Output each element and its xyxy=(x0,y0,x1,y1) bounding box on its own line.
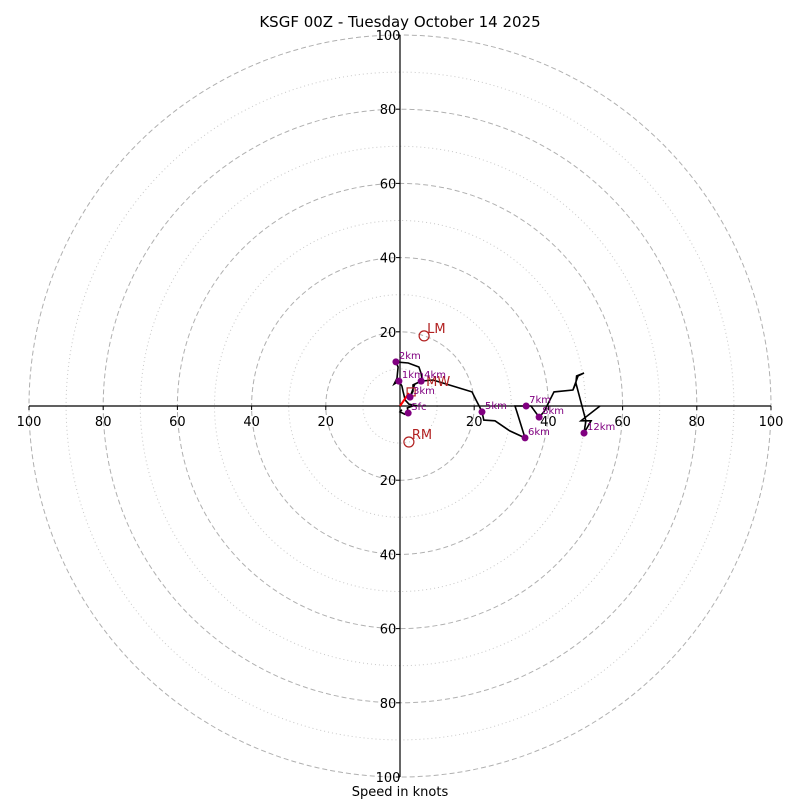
height-marker-label: 7km xyxy=(529,395,551,406)
height-marker-label: Sfc xyxy=(411,402,426,413)
height-marker-label: 12km xyxy=(587,422,615,433)
x-tick-label: 20 xyxy=(466,415,483,430)
x-tick-label: 100 xyxy=(17,415,42,430)
storm-motion-markers: LM RM MW xyxy=(403,322,450,448)
height-marker-dot xyxy=(521,434,529,442)
x-axis-label: Speed in knots xyxy=(352,785,449,800)
height-marker-dot xyxy=(535,413,543,421)
lm-marker xyxy=(418,330,430,342)
trace-line xyxy=(392,360,601,440)
y-tick-label: 20 xyxy=(380,326,397,341)
y-tick-label: 60 xyxy=(380,177,397,192)
lm-label: LM xyxy=(427,322,445,337)
chart-title: KSGF 00Z - Tuesday October 14 2025 xyxy=(259,13,540,31)
height-marker-dot xyxy=(417,377,425,385)
x-tick-label: 100 xyxy=(759,415,784,430)
height-marker-dot xyxy=(395,377,403,385)
height-marker-dot xyxy=(478,408,486,416)
x-tick-label: 20 xyxy=(318,415,335,430)
height-marker-label: 4km xyxy=(424,370,446,381)
height-marker-dot xyxy=(406,393,414,401)
height-marker-label: 3km xyxy=(413,386,435,397)
x-tick-label: 40 xyxy=(540,415,557,430)
x-tick-label: 80 xyxy=(95,415,112,430)
x-tick-label: 40 xyxy=(243,415,260,430)
height-marker-label: 5km xyxy=(485,401,507,412)
rm-label: RM xyxy=(412,428,432,443)
height-marker-label: 1km xyxy=(402,370,424,381)
height-marker-label: 8km xyxy=(542,406,564,417)
y-tick-label: 40 xyxy=(380,252,397,267)
y-tick-label: 60 xyxy=(380,623,397,638)
y-tick-label: 100 xyxy=(376,29,401,44)
tick-labels: 100 80 60 40 20 20 40 60 80 100 100 80 60 40 20 20 40 60 8… xyxy=(17,29,784,786)
x-tick-label: 80 xyxy=(689,415,706,430)
height-marker-dot xyxy=(522,402,530,410)
x-tick-label: 60 xyxy=(614,415,631,430)
height-marker-label: 2km xyxy=(399,351,421,362)
height-marker-dot xyxy=(404,409,412,417)
height-marker-dot xyxy=(580,429,588,437)
y-tick-label: 20 xyxy=(380,474,397,489)
y-tick-label: 80 xyxy=(380,697,397,712)
x-tick-label: 60 xyxy=(169,415,186,430)
height-marker-label: 6km xyxy=(528,427,550,438)
y-tick-label: 100 xyxy=(376,771,401,786)
hodograph-trace xyxy=(392,360,601,440)
mean-wind-label: MW xyxy=(426,375,450,390)
y-tick-label: 80 xyxy=(380,103,397,118)
y-tick-label: 40 xyxy=(380,548,397,563)
height-marker-dot xyxy=(392,358,400,366)
rm-marker xyxy=(403,436,415,448)
